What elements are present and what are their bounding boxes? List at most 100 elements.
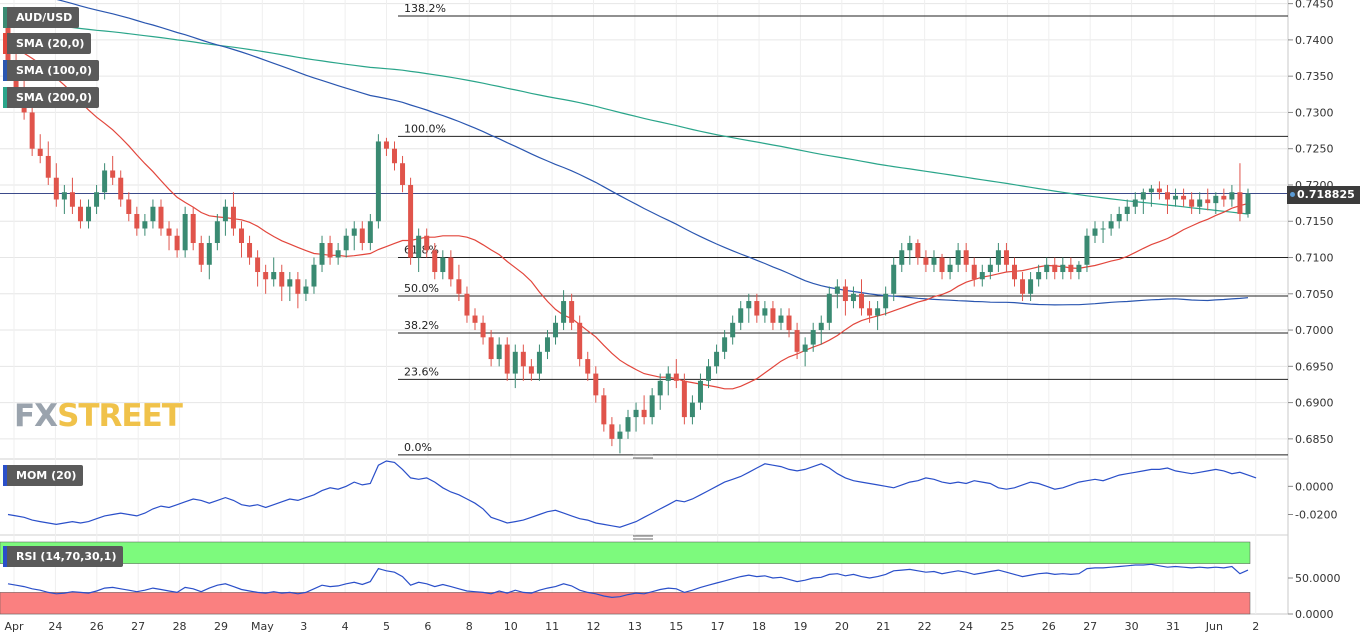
candle-body (271, 272, 277, 280)
candle-body (601, 395, 607, 425)
candle-body (850, 293, 856, 302)
candle-body (633, 409, 639, 418)
candle-body (1132, 199, 1138, 207)
candle-body (1181, 195, 1187, 200)
date-tick-label: 3 (300, 620, 307, 633)
candle-body (512, 351, 518, 374)
candle-body (391, 148, 397, 164)
candle-body (1108, 221, 1114, 229)
date-tick-label: 8 (466, 620, 473, 633)
candle-body (786, 315, 792, 331)
candle-body (544, 337, 550, 352)
date-tick-label: May (251, 620, 274, 633)
candle-body (923, 257, 929, 265)
date-tick-label: Jun (1205, 620, 1223, 633)
candle-body (939, 257, 945, 273)
candle-body (1092, 228, 1098, 236)
candle-body (1060, 264, 1066, 273)
logo-fx: FX (14, 398, 58, 434)
candle-body (198, 243, 204, 265)
date-tick-label: 31 (1166, 620, 1180, 633)
candle-body (1189, 199, 1195, 207)
candle-body (408, 184, 414, 258)
candle-body (1245, 193, 1251, 214)
candle-body (150, 206, 156, 222)
candle-body (826, 293, 832, 323)
date-tick-label: 11 (545, 620, 559, 633)
candle-body (947, 264, 953, 273)
candle-body (770, 308, 776, 323)
candle-body (907, 243, 913, 251)
candle-body (818, 322, 824, 331)
date-tick-label: 21 (876, 620, 890, 633)
price-tick-label: 0.7400 (1295, 34, 1334, 47)
price-tick-label: 0.7300 (1295, 106, 1334, 119)
date-tick-label: 5 (383, 620, 390, 633)
candle-body (1100, 228, 1106, 230)
sma200-badge[interactable]: SMA (200,0) (3, 87, 100, 108)
current-price-value: 0.718825 (1297, 188, 1355, 201)
date-tick-label: 6 (424, 620, 431, 633)
date-tick-label: 30 (1125, 620, 1139, 633)
date-tick-label: Apr (4, 620, 24, 633)
fib-label: 0.0% (404, 441, 432, 454)
price-tick-label: 0.7050 (1295, 288, 1334, 301)
date-tick-label: 18 (752, 620, 766, 633)
candle-body (255, 257, 261, 273)
candle-body (794, 330, 800, 352)
candle-body (995, 250, 1001, 265)
mom-tick-label: -0.0200 (1295, 509, 1337, 522)
rsi-swatch (3, 546, 7, 567)
symbol-badge[interactable]: AUD/USD (3, 7, 80, 28)
candle-body (657, 380, 663, 396)
sma100-badge[interactable]: SMA (100,0) (3, 60, 100, 81)
candle-body (206, 243, 212, 265)
candle-body (142, 221, 148, 229)
mom-label: MOM (20) (16, 469, 77, 482)
candle-body (29, 112, 35, 149)
candle-body (714, 351, 720, 367)
candle-body (94, 192, 100, 207)
sma200-swatch (3, 87, 7, 108)
candle-body (1044, 264, 1050, 273)
candle-body (69, 192, 75, 207)
candle-body (810, 330, 816, 345)
rsi-tick-label: 0.0000 (1295, 608, 1334, 621)
candle-body (86, 206, 92, 222)
date-tick-label: 27 (1083, 620, 1097, 633)
symbol-label: AUD/USD (16, 11, 73, 24)
candle-body (456, 279, 462, 294)
candle-body (375, 141, 381, 222)
mom-badge[interactable]: MOM (20) (3, 465, 84, 486)
date-tick-label: 12 (586, 620, 600, 633)
candle-body (110, 170, 116, 178)
rsi-badge[interactable]: RSI (14,70,30,1) (3, 546, 124, 567)
candle-body (279, 272, 285, 287)
candle-body (416, 235, 422, 258)
price-tick-label: 0.7100 (1295, 252, 1334, 265)
candle-body (963, 250, 969, 265)
rsi-oversold-zone (0, 592, 1251, 615)
date-tick-label: 10 (504, 620, 518, 633)
candle-body (383, 141, 389, 149)
sma20-badge[interactable]: SMA (20,0) (3, 33, 92, 54)
price-tick-label: 0.7450 (1295, 0, 1334, 11)
candle-body (1028, 279, 1034, 294)
candle-body (327, 243, 333, 258)
candle-body (834, 286, 840, 294)
price-tick-label: 0.7150 (1295, 215, 1334, 228)
candle-body (126, 199, 132, 214)
candle-body (875, 308, 881, 316)
date-tick-label: 26 (1042, 620, 1056, 633)
candle-body (738, 308, 744, 323)
fib-label: 138.2% (404, 2, 446, 15)
candle-body (802, 344, 808, 352)
sma200-label: SMA (200,0) (16, 91, 93, 104)
candle-body (577, 322, 583, 360)
candle-body (359, 228, 365, 244)
candle-body (1164, 192, 1170, 200)
date-tick-label: 26 (90, 620, 104, 633)
candle-body (1036, 272, 1042, 280)
